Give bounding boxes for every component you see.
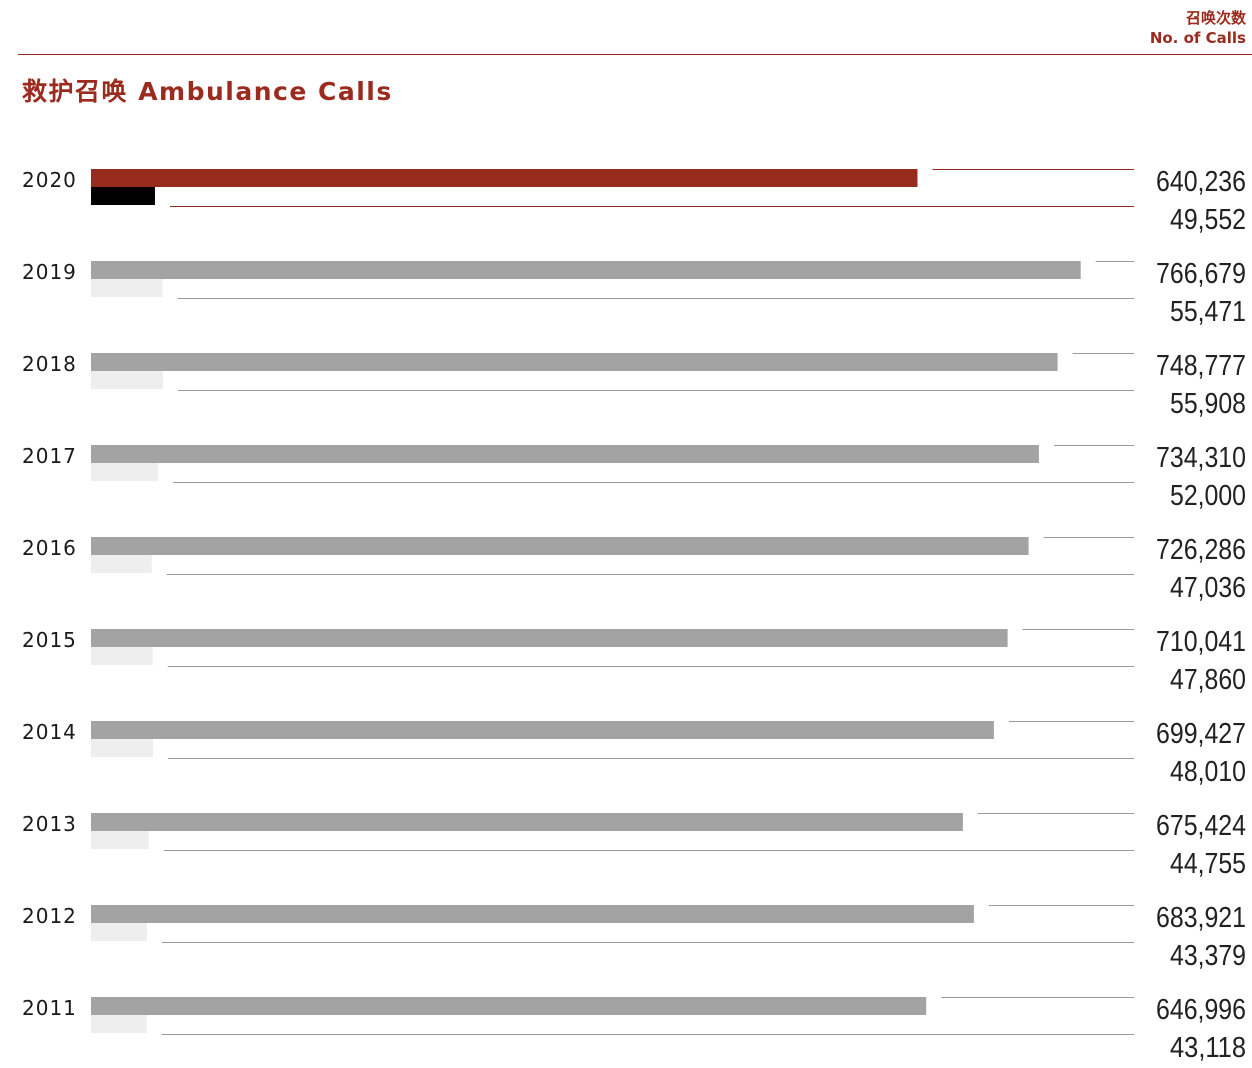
year-label-2012: 2012 bbox=[22, 904, 77, 928]
value-label-secondary-2011: 43,118 bbox=[1170, 1032, 1246, 1064]
page-title: 救护召唤 Ambulance Calls bbox=[22, 77, 393, 106]
bar-total-2019 bbox=[91, 261, 1081, 279]
year-label-2014: 2014 bbox=[22, 720, 77, 744]
value-label-total-2011: 646,996 bbox=[1156, 994, 1246, 1026]
bar-secondary-2016 bbox=[91, 555, 152, 573]
bar-total-2017 bbox=[91, 445, 1039, 463]
bar-total-2011 bbox=[91, 997, 927, 1015]
bar-total-2015 bbox=[91, 629, 1008, 647]
value-label-total-2019: 766,679 bbox=[1156, 258, 1246, 290]
bar-total-2012 bbox=[91, 905, 974, 923]
value-label-total-2014: 699,427 bbox=[1156, 718, 1246, 750]
bar-secondary-2019 bbox=[91, 279, 163, 297]
bar-total-2013 bbox=[91, 813, 963, 831]
bar-total-2016 bbox=[91, 537, 1029, 555]
bar-total-2018 bbox=[91, 353, 1058, 371]
year-label-2016: 2016 bbox=[22, 536, 77, 560]
value-label-secondary-2017: 52,000 bbox=[1170, 480, 1246, 512]
bar-total-2014 bbox=[91, 721, 994, 739]
value-label-total-2013: 675,424 bbox=[1156, 810, 1246, 842]
year-label-2020: 2020 bbox=[22, 168, 77, 192]
bar-secondary-2012 bbox=[91, 923, 147, 941]
bar-secondary-2018 bbox=[91, 371, 164, 389]
unit-label-en: No. of Calls bbox=[1149, 29, 1246, 47]
value-label-secondary-2019: 55,471 bbox=[1170, 296, 1246, 328]
value-label-secondary-2014: 48,010 bbox=[1170, 756, 1246, 788]
value-label-secondary-2012: 43,379 bbox=[1170, 940, 1246, 972]
year-label-2018: 2018 bbox=[22, 352, 77, 376]
value-label-total-2020: 640,236 bbox=[1156, 166, 1246, 198]
value-label-total-2016: 726,286 bbox=[1156, 534, 1246, 566]
bar-secondary-2011 bbox=[91, 1015, 147, 1033]
bar-total-2020 bbox=[91, 169, 918, 187]
unit-label: 召唤次数 No. of Calls bbox=[1150, 8, 1246, 48]
value-label-secondary-2013: 44,755 bbox=[1170, 848, 1246, 880]
value-label-total-2012: 683,921 bbox=[1156, 902, 1246, 934]
unit-label-zh: 召唤次数 bbox=[1185, 9, 1246, 27]
value-label-secondary-2020: 49,552 bbox=[1170, 204, 1246, 236]
year-label-2015: 2015 bbox=[22, 628, 77, 652]
bar-secondary-2014 bbox=[91, 739, 153, 757]
bar-secondary-2015 bbox=[91, 647, 153, 665]
value-label-secondary-2016: 47,036 bbox=[1170, 572, 1246, 604]
value-label-secondary-2018: 55,908 bbox=[1170, 388, 1246, 420]
year-label-2013: 2013 bbox=[22, 812, 77, 836]
header-divider bbox=[18, 54, 1252, 55]
year-label-2011: 2011 bbox=[22, 996, 77, 1020]
year-label-2017: 2017 bbox=[22, 444, 77, 468]
value-label-secondary-2015: 47,860 bbox=[1170, 664, 1246, 696]
value-label-total-2017: 734,310 bbox=[1156, 442, 1246, 474]
year-label-2019: 2019 bbox=[22, 260, 77, 284]
bar-secondary-2013 bbox=[91, 831, 149, 849]
bar-secondary-2017 bbox=[91, 463, 159, 481]
bar-secondary-2020 bbox=[91, 187, 155, 205]
value-label-total-2015: 710,041 bbox=[1156, 626, 1246, 658]
value-label-total-2018: 748,777 bbox=[1156, 350, 1246, 382]
